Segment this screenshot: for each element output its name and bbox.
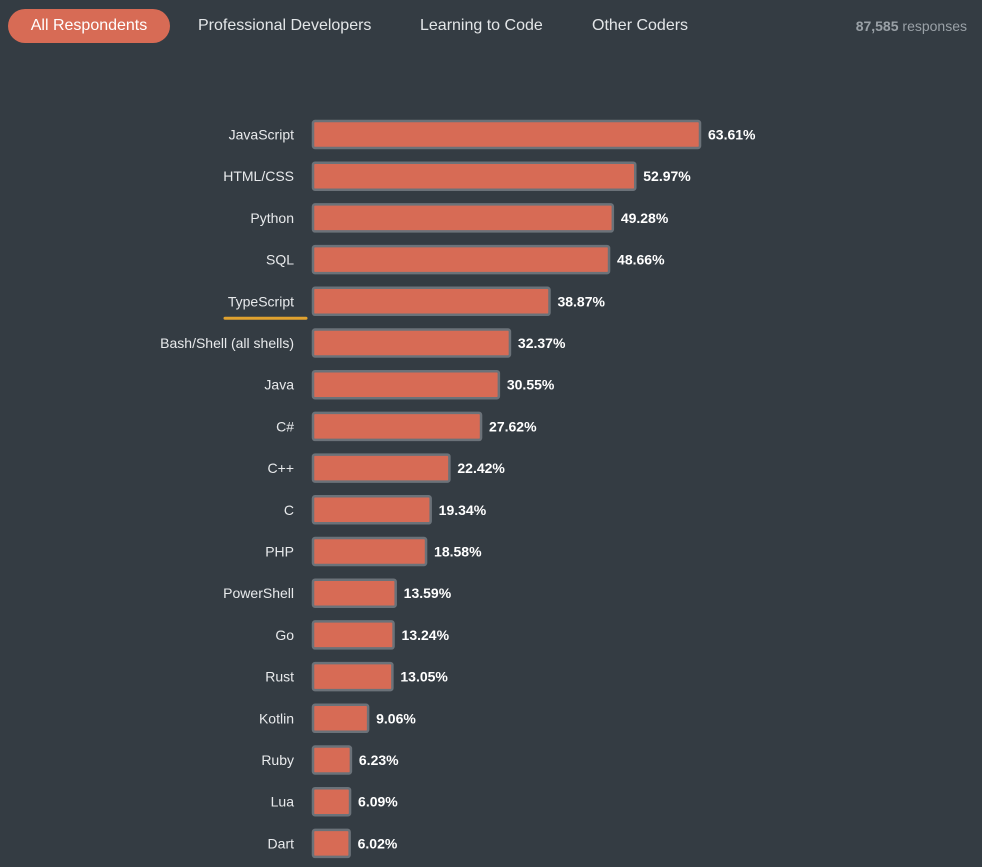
tab-all-respondents[interactable]: All Respondents xyxy=(8,9,170,43)
bar-java[interactable] xyxy=(311,369,501,400)
category-label-powershell: PowerShell xyxy=(223,585,294,601)
category-label-lua: Lua xyxy=(271,794,295,810)
tab-other-coders[interactable]: Other Coders xyxy=(592,17,689,34)
bar-sql[interactable] xyxy=(311,244,611,275)
category-label-c: C# xyxy=(276,418,294,434)
value-label-c: 19.34% xyxy=(439,502,487,518)
category-label-javascript: JavaScript xyxy=(229,127,294,143)
category-label-html-css: HTML/CSS xyxy=(223,168,294,184)
category-label-sql: SQL xyxy=(266,252,294,268)
bar-ruby[interactable] xyxy=(311,745,353,775)
bar-typescript[interactable] xyxy=(311,286,551,317)
category-label-python: Python xyxy=(250,210,294,226)
value-label-go: 13.24% xyxy=(402,627,450,643)
value-label-bash-shell-all-shells: 32.37% xyxy=(518,335,566,351)
value-label-php: 18.58% xyxy=(434,544,482,560)
bar-lua[interactable] xyxy=(311,786,352,817)
value-label-java: 30.55% xyxy=(507,377,555,393)
bar-kotlin[interactable] xyxy=(311,703,370,734)
bar-html-css[interactable] xyxy=(311,161,637,191)
category-label-c: C++ xyxy=(268,460,294,476)
value-label-c: 22.42% xyxy=(457,460,505,476)
value-label-sql: 48.66% xyxy=(617,252,665,268)
bar-go[interactable] xyxy=(311,620,395,650)
tab-learning-to-code[interactable]: Learning to Code xyxy=(420,17,543,34)
category-label-php: PHP xyxy=(265,544,294,560)
bar-bash-shell-all-shells[interactable] xyxy=(311,328,512,358)
bar-javascript[interactable] xyxy=(311,119,702,150)
value-label-html-css: 52.97% xyxy=(643,168,691,184)
value-label-lua: 6.09% xyxy=(358,794,398,810)
category-label-go: Go xyxy=(275,627,294,643)
value-label-javascript: 63.61% xyxy=(708,127,756,143)
value-label-c: 27.62% xyxy=(489,418,537,434)
category-label-typescript: TypeScript xyxy=(228,293,294,309)
bar-python[interactable] xyxy=(311,203,615,233)
bar-c[interactable] xyxy=(311,495,432,525)
value-label-python: 49.28% xyxy=(621,210,669,226)
category-label-dart: Dart xyxy=(268,835,295,851)
bar-powershell[interactable] xyxy=(311,578,397,608)
category-label-bash-shell-all-shells: Bash/Shell (all shells) xyxy=(160,335,294,351)
tab-professional-developers[interactable]: Professional Developers xyxy=(198,17,372,34)
category-label-kotlin: Kotlin xyxy=(259,710,294,726)
bar-php[interactable] xyxy=(311,536,428,567)
category-label-rust: Rust xyxy=(265,669,294,685)
value-label-kotlin: 9.06% xyxy=(376,710,416,726)
response-count: 87,585 responses xyxy=(856,9,967,43)
bar-c[interactable] xyxy=(311,453,451,483)
value-label-powershell: 13.59% xyxy=(404,585,452,601)
bar-rust[interactable] xyxy=(311,661,394,692)
bar-dart[interactable] xyxy=(311,828,351,859)
value-label-ruby: 6.23% xyxy=(359,752,399,768)
category-label-c: C xyxy=(284,502,294,518)
value-label-dart: 6.02% xyxy=(358,835,398,851)
category-label-java: Java xyxy=(264,377,294,393)
value-label-typescript: 38.87% xyxy=(557,293,605,309)
category-label-ruby: Ruby xyxy=(261,752,294,768)
response-count-suffix: responses xyxy=(902,18,967,34)
bar-c[interactable] xyxy=(311,411,483,442)
value-label-rust: 13.05% xyxy=(400,669,448,685)
response-count-number: 87,585 xyxy=(855,18,899,34)
